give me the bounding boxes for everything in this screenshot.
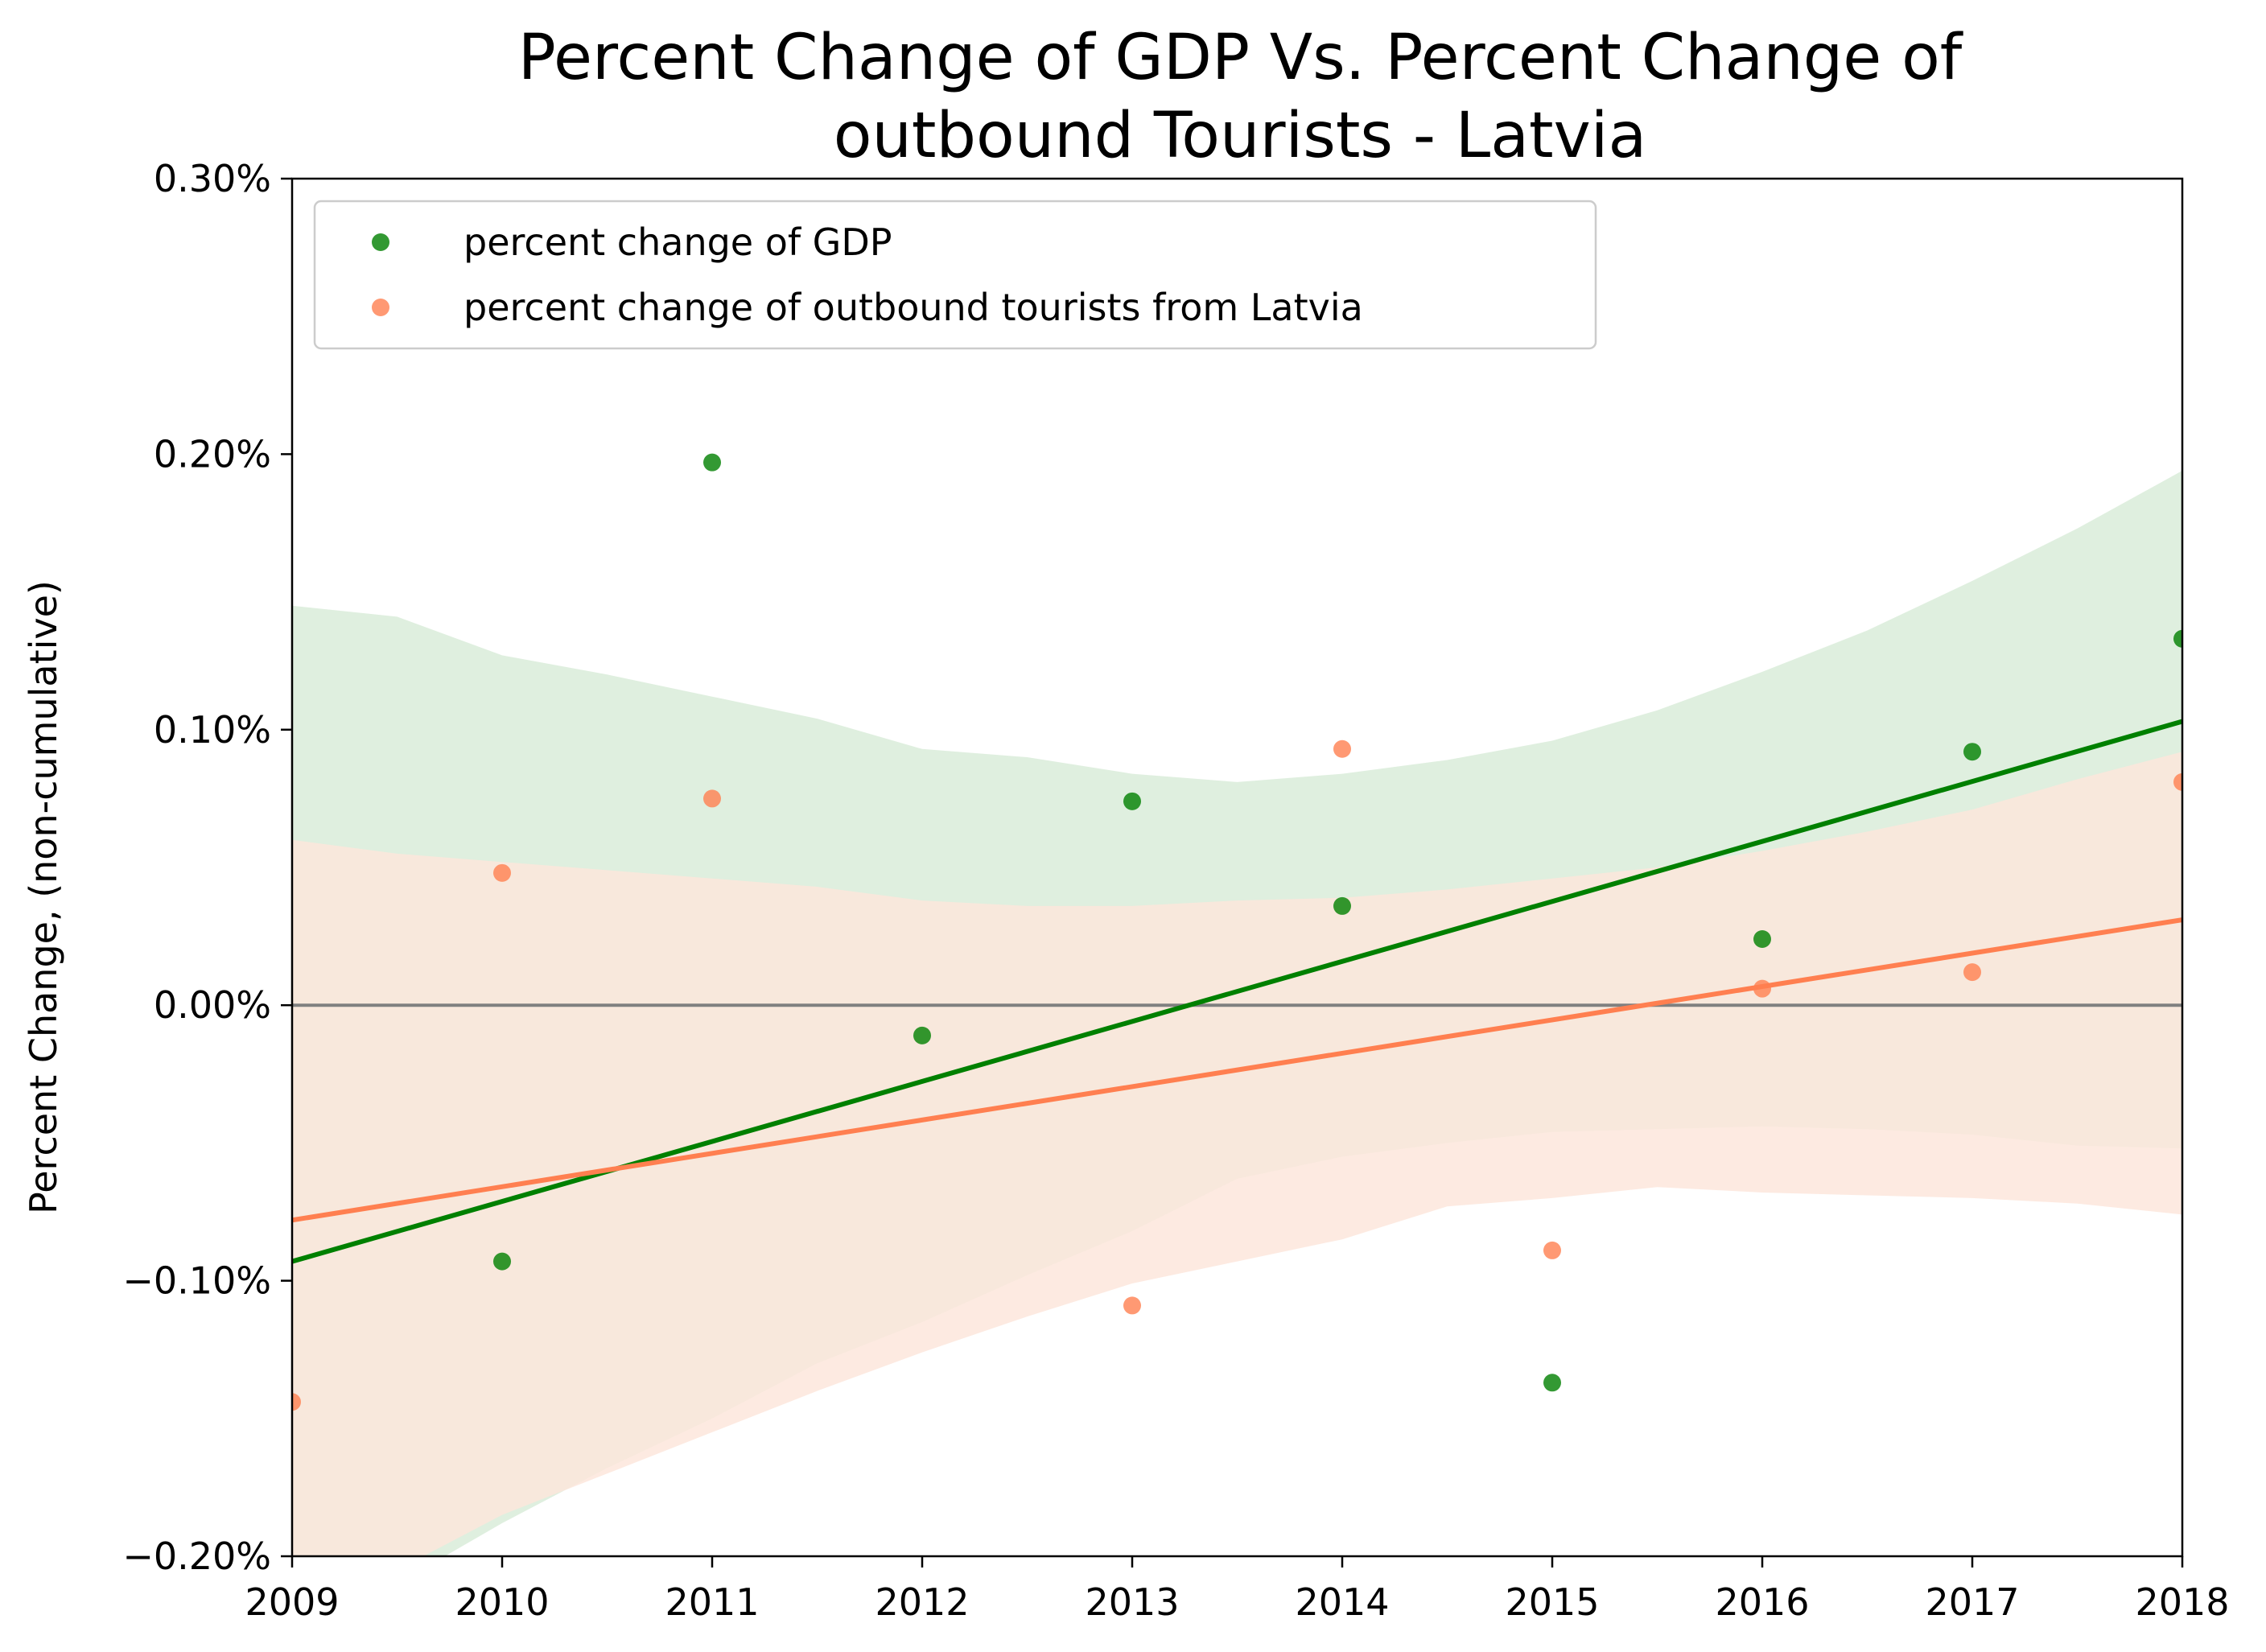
legend-marker-2: [372, 299, 389, 316]
legend-marker-1: [372, 233, 389, 251]
plot-area: 2009 2010 2011 2012 2013 2014 2015 2016 2017 2018…: [122, 157, 2229, 1624]
y-tick-label: 0.10%: [154, 708, 271, 752]
data-point-series-1: [1123, 792, 1141, 810]
x-tick-label: 2014: [1295, 1580, 1389, 1624]
data-point-series-1: [1543, 1374, 1561, 1392]
x-tick-label: 2015: [1505, 1580, 1599, 1624]
data-point-series-2: [2173, 772, 2182, 791]
y-tick-label: 0.30%: [154, 157, 271, 200]
data-point-series-1: [1753, 930, 1771, 949]
data-point-series-1: [1963, 743, 1981, 761]
data-point-series-1: [913, 1026, 931, 1044]
x-tick-label: 2016: [1715, 1580, 1809, 1624]
y-axis-label: Percent Change, (non-cumulative): [22, 580, 65, 1214]
y-tick-label: −0.10%: [122, 1259, 271, 1303]
data-point-series-1: [1333, 896, 1351, 915]
plot-frame: [290, 177, 2184, 1558]
chart-title-line-1: Percent Change of GDP Vs. Percent Change…: [518, 22, 1963, 94]
plot-clipped-group: [292, 453, 2182, 1556]
legend: percent change of GDP percent change of o…: [313, 200, 1597, 350]
data-point-series-2: [493, 863, 511, 882]
y-tick-label: −0.20%: [122, 1535, 271, 1578]
data-point-series-1: [493, 1252, 511, 1271]
x-tick-label: 2009: [245, 1580, 339, 1624]
chart-title-line-2: outbound Tourists - Latvia: [834, 100, 1647, 172]
legend-box: [313, 200, 1597, 350]
x-tick-label: 2011: [665, 1580, 759, 1624]
y-tick-label: 0.20%: [154, 432, 271, 476]
data-point-series-2: [1753, 979, 1771, 998]
x-tick-label: 2018: [2135, 1580, 2229, 1624]
x-tick-label: 2010: [455, 1580, 549, 1624]
data-point-series-1: [2173, 629, 2182, 648]
data-point-series-2: [1123, 1296, 1141, 1315]
regression-line-2: [292, 917, 2182, 1223]
x-tick-label: 2017: [1925, 1580, 2019, 1624]
data-point-series-2: [1333, 739, 1351, 758]
legend-label-1: percent change of GDP: [464, 220, 892, 264]
confidence-band-2: [292, 752, 2182, 1556]
x-tick-label: 2013: [1085, 1580, 1179, 1624]
y-tick-label: 0.00%: [154, 983, 271, 1027]
data-point-series-2: [292, 1393, 301, 1411]
data-point-series-2: [1543, 1241, 1561, 1259]
data-point-series-2: [1963, 963, 1981, 982]
data-point-series-2: [703, 789, 721, 808]
x-tick-label: 2012: [875, 1580, 969, 1624]
legend-label-2: percent change of outbound tourists from…: [464, 286, 1363, 329]
data-point-series-1: [703, 453, 721, 472]
